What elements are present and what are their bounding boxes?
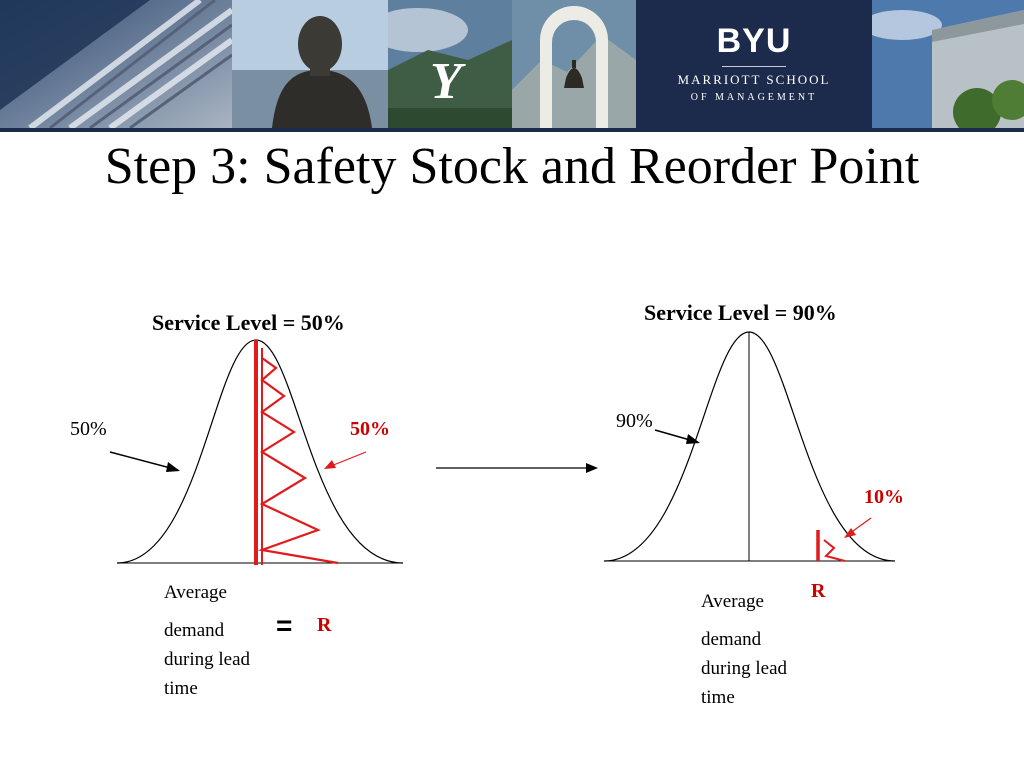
left-reorder-label: R [317, 614, 332, 636]
left-bell-curve [116, 339, 404, 564]
left-shaded-area-zigzag [257, 357, 339, 565]
right-tail-zigzag [823, 539, 846, 562]
right-area-pointer-arrowhead [686, 434, 700, 444]
banner-photo-bell [512, 0, 636, 128]
left-area-label: 50% [70, 418, 107, 440]
left-area-pointer-arrowhead [166, 462, 180, 472]
svg-text:Y: Y [430, 53, 466, 110]
left-caption-line-4: time [164, 678, 198, 699]
header-banner: Y BYU MARRIOTT SCHOOL OF MANAGEMENT [0, 0, 1024, 132]
right-normal-curve-chart [603, 331, 896, 562]
logo-wordmark: BYU [716, 22, 792, 60]
right-tail-pointer-arrowhead [844, 528, 856, 538]
left-shaded-area-label: 50% [350, 418, 390, 440]
transition-arrow [436, 463, 598, 473]
right-caption-line-2: demand [701, 629, 762, 650]
banner-rule [0, 128, 1024, 132]
left-caption-line-1: Average [164, 582, 227, 603]
right-tail-area-label: 10% [864, 486, 904, 508]
right-caption-line-1: Average [701, 591, 764, 612]
right-caption-line-3: during lead [701, 658, 788, 679]
right-axis-caption: Average demand during lead time [701, 587, 821, 712]
right-area-label: 90% [616, 410, 653, 432]
left-area-pointer-arrow [109, 451, 179, 471]
slide-title: Step 3: Safety Stock and Reorder Point [104, 138, 920, 195]
left-shaded-pointer-arrowhead [324, 460, 336, 469]
right-reorder-label: R [811, 580, 826, 602]
right-chart-heading: Service Level = 90% [644, 300, 837, 325]
left-caption-line-2: demand [164, 620, 225, 641]
logo-department-name: OF MANAGEMENT [690, 92, 818, 103]
banner-photo-building [0, 0, 232, 128]
left-axis-caption: Average demand during lead time [164, 578, 284, 703]
left-chart-heading: Service Level = 50% [152, 310, 345, 335]
left-caption-line-3: during lead [164, 649, 251, 670]
banner-photo-mountain-y: Y [388, 0, 512, 128]
banner-byu-logo: BYU MARRIOTT SCHOOL OF MANAGEMENT [636, 0, 872, 128]
left-normal-curve-chart [109, 339, 404, 565]
banner-photo-statue [232, 0, 388, 128]
logo-school-name: MARRIOTT SCHOOL [677, 72, 831, 87]
equals-sign: = [276, 610, 293, 641]
right-caption-line-4: time [701, 687, 735, 708]
logo-divider [722, 66, 786, 67]
banner-photo-tower [872, 0, 1024, 128]
